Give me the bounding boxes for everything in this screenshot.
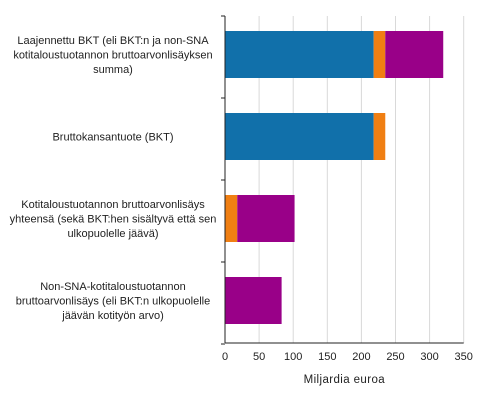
category-label-4: bruttoarvonlisäys (eli BKT:n ulkopuolell…: [16, 296, 210, 308]
bar-segment-2-cat-2: [373, 113, 386, 160]
bar-segment-2-cat-3: [225, 195, 238, 242]
category-label-4: Non-SNA-kotitaloustuotannon: [40, 281, 186, 293]
x-axis-title: Miljardia euroa: [304, 374, 386, 386]
bar-segment-3-cat-4: [225, 277, 282, 324]
bar-segment-2-cat-1: [373, 31, 386, 78]
bar-segment-3-cat-1: [385, 31, 444, 78]
category-label-1: Laajennettu BKT (eli BKT:n ja non-SNA: [17, 35, 209, 47]
x-tick-label: 0: [222, 351, 228, 363]
bar-segments: [225, 31, 444, 324]
bar-segment-1-cat-1: [225, 31, 374, 78]
x-tick-label: 350: [455, 351, 473, 363]
category-label-1: kotitaloustuotannon bruttoarvonlisäyksen: [13, 50, 212, 62]
category-labels: Laajennettu BKT (eli BKT:n ja non-SNA kot…: [10, 35, 217, 322]
category-label-3: Kotitaloustuotannon bruttoarvonlisäys: [21, 199, 205, 211]
category-label-1: summa): [93, 64, 133, 76]
x-tick-label: 200: [352, 351, 370, 363]
category-label-2: Bruttokansantuote (BKT): [52, 132, 173, 144]
x-tick-label: 300: [420, 351, 438, 363]
category-label-3: ulkopuolelle jäävä): [67, 228, 158, 240]
axes: [221, 15, 464, 345]
bar-segment-1-cat-2: [225, 113, 374, 160]
bar-segment-3-cat-3: [237, 195, 295, 242]
category-label-3: yhteensä (sekä BKT:hen sisältyvä että se…: [10, 214, 217, 226]
category-label-4: jäävän kotityön arvo): [61, 310, 164, 322]
x-tick-labels: 0 50 100 150 200 250 300 350: [222, 351, 473, 363]
x-tick-label: 250: [386, 351, 404, 363]
x-tick-label: 100: [284, 351, 302, 363]
x-tick-label: 150: [318, 351, 336, 363]
x-tick-label: 50: [253, 351, 265, 363]
